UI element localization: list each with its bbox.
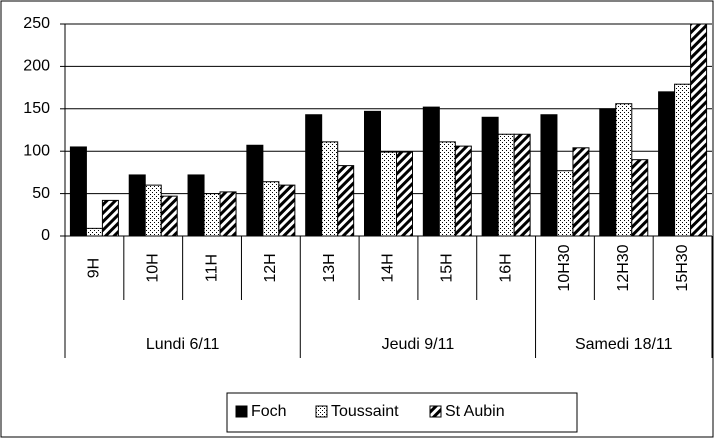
legend-label: Foch [251, 403, 287, 420]
bar [380, 151, 397, 237]
x-tick-label: 9H [86, 258, 103, 278]
bar [128, 174, 146, 237]
bar [422, 106, 440, 237]
legend-swatch [429, 405, 442, 418]
x-tick-label: 12H [262, 253, 279, 282]
y-tick-label: 150 [23, 100, 50, 117]
x-tick-label: 12H30 [615, 244, 632, 291]
bar [364, 110, 381, 237]
legend-label: St Aubin [445, 403, 505, 420]
bar [658, 91, 676, 237]
bar [69, 146, 87, 237]
x-tick-label: 10H [144, 253, 161, 282]
bar [85, 227, 103, 237]
bar [540, 114, 558, 237]
y-tick-label: 100 [23, 142, 50, 159]
bar [187, 174, 205, 237]
bar [674, 83, 692, 237]
bar [305, 114, 323, 237]
y-tick-label: 0 [41, 227, 50, 244]
y-tick-label: 250 [23, 15, 50, 32]
bar [219, 191, 237, 237]
bar [615, 103, 633, 237]
x-tick-label: 15H30 [674, 244, 691, 291]
bar [262, 181, 280, 237]
bar [572, 147, 590, 237]
bar [203, 193, 221, 237]
bar [556, 170, 574, 237]
bar [631, 159, 649, 237]
group-label: Samedi 18/11 [575, 336, 673, 353]
group-label: Jeudi 9/11 [382, 336, 455, 353]
legend-box [226, 392, 578, 433]
x-tick-label: 16H [497, 253, 514, 282]
bar [278, 184, 296, 237]
bar [513, 133, 531, 237]
bar [396, 151, 413, 237]
legend-swatch [235, 405, 248, 418]
y-tick-label: 200 [23, 58, 50, 75]
x-tick-label: 10H30 [556, 244, 573, 291]
y-tick-label: 50 [32, 185, 50, 202]
x-tick-label: 15H [439, 253, 456, 282]
legend-label: Toussaint [331, 403, 399, 420]
x-tick-label: 13H [321, 253, 338, 282]
bar [481, 116, 499, 237]
x-tick-label: 11H [203, 254, 220, 282]
bar [321, 141, 339, 237]
bar [497, 133, 515, 237]
bar [438, 141, 456, 237]
group-label: Lundi 6/11 [146, 336, 220, 353]
bar [690, 23, 708, 237]
bar [246, 144, 264, 237]
bar [599, 108, 617, 237]
bar [337, 165, 355, 237]
legend-swatch [315, 405, 328, 418]
bar [454, 145, 472, 237]
x-tick-label: 14H [380, 253, 397, 282]
bar [144, 184, 162, 237]
bar [160, 195, 178, 237]
bar [101, 199, 119, 237]
